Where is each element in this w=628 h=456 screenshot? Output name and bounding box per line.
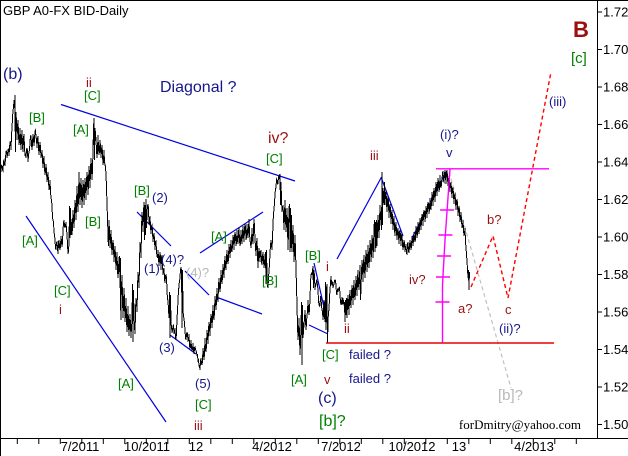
svg-text:(c): (c) xyxy=(318,390,337,407)
svg-text:1.52: 1.52 xyxy=(603,380,628,395)
svg-text:4/2012: 4/2012 xyxy=(252,439,292,454)
svg-text:(1): (1) xyxy=(144,261,160,276)
svg-text:[B]: [B] xyxy=(85,214,101,229)
svg-text:1.72: 1.72 xyxy=(603,5,628,20)
svg-text:forDmitry@yahoo.com: forDmitry@yahoo.com xyxy=(459,417,581,432)
svg-text:ii: ii xyxy=(344,321,350,336)
svg-text:(i)?: (i)? xyxy=(440,127,459,142)
svg-text:1.58: 1.58 xyxy=(603,267,628,282)
svg-text:1.70: 1.70 xyxy=(603,42,628,57)
svg-text:[c]: [c] xyxy=(571,50,587,67)
svg-text:failed ?: failed ? xyxy=(349,371,391,386)
svg-text:ii: ii xyxy=(86,75,92,90)
svg-text:4/2013: 4/2013 xyxy=(514,439,554,454)
svg-text:(iii): (iii) xyxy=(549,94,566,109)
svg-text:1.54: 1.54 xyxy=(603,342,628,357)
svg-text:[b]?: [b]? xyxy=(319,413,346,430)
svg-text:1.50: 1.50 xyxy=(603,417,628,432)
svg-text:[C]: [C] xyxy=(266,151,283,166)
svg-text:[C]: [C] xyxy=(84,88,101,103)
svg-text:i: i xyxy=(59,302,62,317)
svg-text:v: v xyxy=(446,145,453,160)
svg-text:v: v xyxy=(324,372,331,387)
svg-text:(2): (2) xyxy=(152,190,168,205)
svg-text:[C]: [C] xyxy=(54,283,71,298)
svg-text:[A]: [A] xyxy=(118,376,134,391)
svg-text:[A]: [A] xyxy=(22,233,38,248)
svg-text:13: 13 xyxy=(452,439,466,454)
svg-text:10/2012: 10/2012 xyxy=(389,439,436,454)
svg-text:iv?: iv? xyxy=(409,272,426,287)
svg-text:(4)?: (4)? xyxy=(186,265,209,280)
svg-text:7/2012: 7/2012 xyxy=(321,439,361,454)
svg-text:(b): (b) xyxy=(3,66,23,83)
svg-text:[A]: [A] xyxy=(291,372,307,387)
svg-text:iv?: iv? xyxy=(268,130,289,147)
svg-text:[A]: [A] xyxy=(211,229,227,244)
svg-text:12: 12 xyxy=(189,439,203,454)
svg-text:1.56: 1.56 xyxy=(603,305,628,320)
svg-text:(3): (3) xyxy=(159,340,175,355)
svg-text:B: B xyxy=(573,17,589,42)
svg-text:c: c xyxy=(505,302,512,317)
svg-text:[C]: [C] xyxy=(195,397,212,412)
svg-text:10/2011: 10/2011 xyxy=(124,439,170,454)
svg-text:1.68: 1.68 xyxy=(603,80,628,95)
svg-text:(4)?: (4)? xyxy=(161,252,184,267)
svg-text:iii: iii xyxy=(194,418,203,433)
svg-text:1.64: 1.64 xyxy=(603,155,628,170)
svg-text:(ii)?: (ii)? xyxy=(499,321,521,336)
svg-text:b?: b? xyxy=(487,212,501,227)
svg-text:GBP A0-FX BID-Daily: GBP A0-FX BID-Daily xyxy=(3,3,129,18)
svg-text:a?: a? xyxy=(458,301,472,316)
svg-text:[b]?: [b]? xyxy=(498,387,523,404)
svg-text:7/2011: 7/2011 xyxy=(61,439,100,454)
svg-text:i: i xyxy=(326,259,329,274)
svg-text:[B]: [B] xyxy=(29,110,45,125)
svg-text:Diagonal ?: Diagonal ? xyxy=(160,79,237,96)
svg-text:iii: iii xyxy=(370,148,379,163)
svg-text:[B]: [B] xyxy=(134,183,150,198)
svg-text:1.66: 1.66 xyxy=(603,117,628,132)
svg-text:[B]: [B] xyxy=(305,248,321,263)
svg-text:1.60: 1.60 xyxy=(603,230,628,245)
svg-text:[C]: [C] xyxy=(322,347,339,362)
svg-text:(5): (5) xyxy=(195,376,211,391)
svg-text:[A]: [A] xyxy=(73,122,89,137)
svg-text:[B]: [B] xyxy=(262,273,278,288)
svg-text:failed ?: failed ? xyxy=(349,347,391,362)
svg-text:1.62: 1.62 xyxy=(603,192,628,207)
